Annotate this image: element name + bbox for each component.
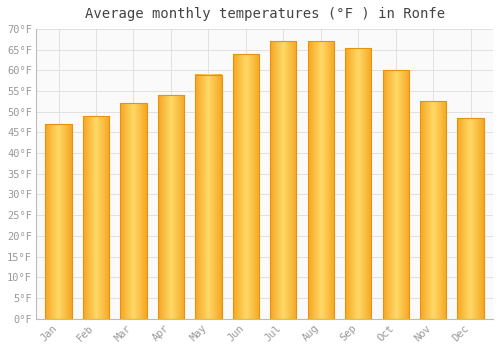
Bar <box>420 102 446 318</box>
Bar <box>83 116 109 318</box>
Bar <box>196 75 222 318</box>
Title: Average monthly temperatures (°F ) in Ronfe: Average monthly temperatures (°F ) in Ro… <box>84 7 444 21</box>
Bar <box>232 54 259 318</box>
Bar <box>382 70 409 319</box>
Bar <box>345 48 372 319</box>
Bar <box>270 41 296 318</box>
Bar <box>308 41 334 318</box>
Bar <box>46 124 72 318</box>
Bar <box>158 95 184 318</box>
Bar <box>458 118 483 318</box>
Bar <box>120 104 146 318</box>
